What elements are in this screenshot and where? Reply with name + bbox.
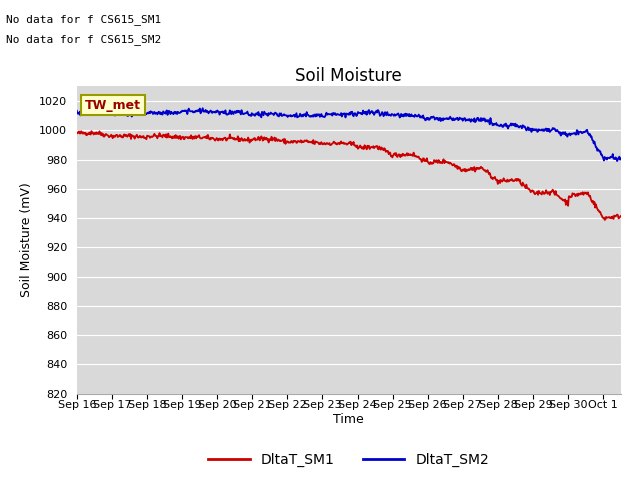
- Text: TW_met: TW_met: [85, 99, 141, 112]
- Title: Soil Moisture: Soil Moisture: [296, 67, 402, 85]
- Y-axis label: Soil Moisture (mV): Soil Moisture (mV): [20, 182, 33, 298]
- Legend: DltaT_SM1, DltaT_SM2: DltaT_SM1, DltaT_SM2: [203, 447, 495, 473]
- Text: No data for f CS615_SM1: No data for f CS615_SM1: [6, 14, 162, 25]
- X-axis label: Time: Time: [333, 413, 364, 426]
- Text: No data for f CS615_SM2: No data for f CS615_SM2: [6, 34, 162, 45]
